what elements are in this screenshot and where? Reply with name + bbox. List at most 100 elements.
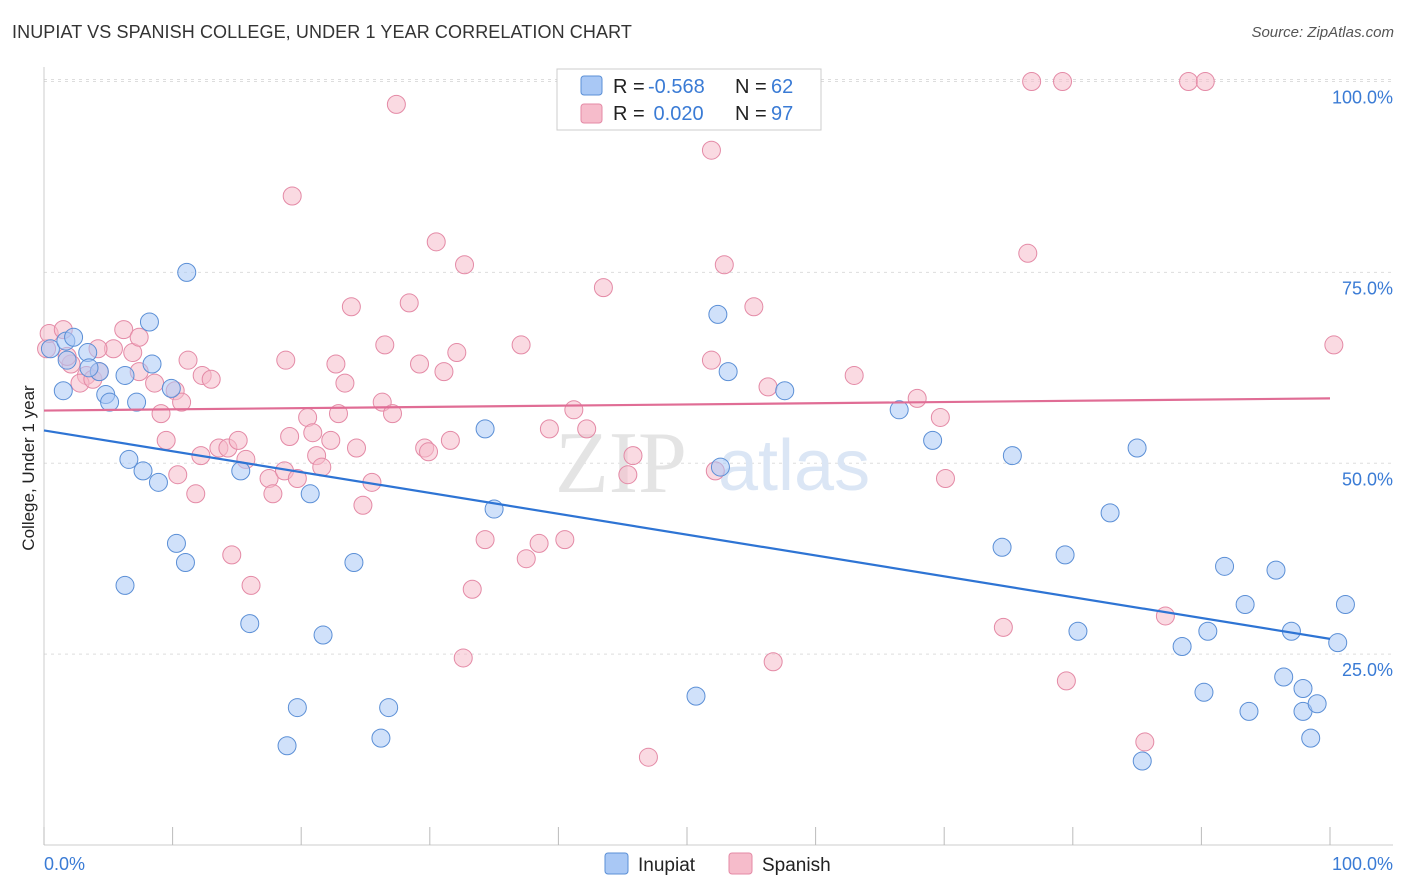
spanish-point xyxy=(907,388,927,408)
spanish-point xyxy=(1324,335,1344,355)
inupiat-point xyxy=(923,430,943,450)
spanish-point xyxy=(714,255,734,275)
inupiat-point xyxy=(992,537,1012,557)
spanish-point xyxy=(440,430,460,450)
inupiat-point xyxy=(1328,633,1348,653)
spanish-point xyxy=(346,438,366,458)
bottom-legend-swatch-spanish xyxy=(728,852,753,875)
inupiat-point xyxy=(1055,545,1075,565)
spanish-point xyxy=(1053,72,1073,91)
legend-r-value-2: 0.020 xyxy=(648,103,704,125)
inupiat-point xyxy=(1266,560,1286,580)
y-tick-label-75: 75.0% xyxy=(1342,278,1393,298)
legend-n-value-1: 62 xyxy=(771,76,793,98)
spanish-point xyxy=(564,400,584,420)
spanish-points xyxy=(37,72,1344,767)
watermark-atlas: atlas xyxy=(718,426,870,506)
spanish-point xyxy=(701,140,721,160)
y-tick-label-100: 100.0% xyxy=(1332,88,1393,108)
legend-swatch-spanish xyxy=(580,103,603,124)
spanish-point xyxy=(222,545,242,565)
spanish-point xyxy=(993,617,1013,637)
spanish-point xyxy=(326,354,346,374)
spanish-point xyxy=(328,404,348,424)
spanish-point xyxy=(399,293,419,313)
inupiat-point xyxy=(79,358,99,378)
spanish-point xyxy=(419,442,439,462)
spanish-point xyxy=(529,533,549,553)
spanish-point xyxy=(426,232,446,252)
inupiat-point xyxy=(1132,751,1152,771)
legend-swatch-inupiat xyxy=(580,75,603,96)
spanish-point xyxy=(618,465,638,485)
inupiat-point xyxy=(371,728,391,748)
inupiat-point xyxy=(115,365,135,385)
spanish-point xyxy=(276,350,296,370)
spanish-point xyxy=(744,297,764,317)
bottom-legend-inupiat: Inupiat xyxy=(638,855,696,876)
spanish-point xyxy=(178,350,198,370)
spanish-point xyxy=(577,419,597,439)
spanish-point xyxy=(455,255,475,275)
inupiat-point xyxy=(718,362,738,382)
inupiat-point xyxy=(1274,667,1294,687)
bottom-legend-swatch-inupiat xyxy=(604,852,629,875)
inupiat-point xyxy=(231,461,251,481)
inupiat-point xyxy=(889,400,909,420)
gridlines xyxy=(44,79,1393,655)
legend-n-label-1: N = xyxy=(735,76,767,98)
spanish-point xyxy=(844,365,864,385)
source-label: Source: ZipAtlas.com xyxy=(1251,24,1394,41)
spanish-point xyxy=(386,94,406,114)
spanish-point xyxy=(282,186,302,206)
inupiat-point xyxy=(148,472,168,492)
inupiat-point xyxy=(127,392,147,412)
inupiat-point xyxy=(142,354,162,374)
spanish-trend-line xyxy=(43,397,1331,412)
spanish-point xyxy=(172,392,192,412)
inupiat-point xyxy=(1239,701,1259,721)
spanish-point xyxy=(453,648,473,668)
legend-r-value-1: -0.568 xyxy=(648,76,705,98)
legend-r-label-1: R = xyxy=(613,76,645,98)
spanish-point xyxy=(114,320,134,340)
spanish-point xyxy=(935,469,955,489)
series-legend: Inupiat Spanish xyxy=(604,852,831,876)
spanish-point xyxy=(475,530,495,550)
spanish-point xyxy=(151,404,171,424)
inupiat-point xyxy=(287,698,307,718)
inupiat-point xyxy=(119,449,139,469)
axes xyxy=(43,67,1393,846)
inupiat-point xyxy=(1127,438,1147,458)
inupiat-point xyxy=(133,461,153,481)
inupiat-point xyxy=(166,533,186,553)
spanish-point xyxy=(383,404,403,424)
spanish-point xyxy=(168,465,188,485)
spanish-point xyxy=(930,407,950,427)
spanish-point xyxy=(335,373,355,393)
inupiat-point xyxy=(475,419,495,439)
inupiat-point xyxy=(775,381,795,401)
spanish-point xyxy=(623,446,643,466)
spanish-point xyxy=(129,327,149,347)
spanish-point xyxy=(287,469,307,489)
spanish-point xyxy=(701,350,721,370)
legend-n-label-2: N = xyxy=(735,103,767,125)
y-tick-label-25: 25.0% xyxy=(1342,660,1393,680)
spanish-point xyxy=(280,427,300,447)
inupiat-point xyxy=(1002,446,1022,466)
x-tick-label-max: 100.0% xyxy=(1332,854,1393,874)
spanish-point xyxy=(593,278,613,298)
inupiat-point xyxy=(115,575,135,595)
y-tick-label-50: 50.0% xyxy=(1342,469,1393,489)
x-tick-label-min: 0.0% xyxy=(44,854,85,874)
chart-title: INUPIAT VS SPANISH COLLEGE, UNDER 1 YEAR… xyxy=(12,22,632,42)
inupiat-point xyxy=(177,262,197,282)
inupiat-point xyxy=(1301,728,1321,748)
spanish-point xyxy=(1179,72,1199,91)
spanish-point xyxy=(539,419,559,439)
spanish-point xyxy=(1195,72,1215,91)
inupiat-point xyxy=(64,327,84,347)
spanish-point xyxy=(462,579,482,599)
inupiat-point xyxy=(1307,694,1327,714)
